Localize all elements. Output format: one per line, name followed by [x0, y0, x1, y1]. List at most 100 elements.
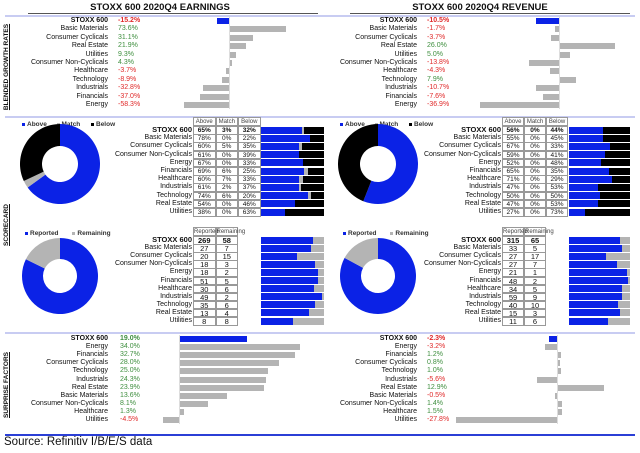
growth-bar — [542, 93, 559, 100]
growth-value: -7.6% — [427, 92, 446, 100]
reported-row-label: Industrials — [160, 292, 192, 300]
beat-row-label: Energy — [478, 158, 501, 166]
surprise-bar — [179, 376, 266, 383]
growth-bar — [229, 26, 287, 33]
beat-stacked-bar — [308, 167, 324, 175]
title-underline — [350, 13, 630, 14]
beat-stacked-bar — [609, 142, 630, 151]
reported-stacked-bar — [569, 268, 628, 276]
reported-stacked-bar — [261, 293, 322, 301]
reported-donut-slice — [340, 238, 416, 314]
reported-row-label: Technology — [465, 300, 501, 308]
growth-axis — [559, 17, 560, 110]
reported-row-label: STOXX 600 — [152, 235, 192, 244]
reported-stacked-bar — [569, 277, 628, 285]
surprise-label: Energy — [85, 343, 108, 351]
reported-cell: 11 — [502, 317, 524, 326]
legend-swatch — [25, 232, 28, 235]
beat-stacked-bar — [261, 151, 300, 159]
beat-stacked-bar — [597, 183, 630, 192]
growth-bar — [549, 68, 559, 75]
beat-row-label: Healthcare — [158, 175, 192, 183]
section-label-scorecard: SCORECARD — [3, 204, 10, 246]
panel-title: STOXX 600 2020Q4 EARNINGS — [90, 2, 230, 13]
growth-value: -4.3% — [427, 67, 446, 75]
beat-stacked-bar — [569, 134, 603, 142]
growth-bar — [229, 43, 247, 50]
legend-label: Match — [379, 121, 399, 128]
beat-stacked-bar — [569, 159, 601, 167]
surprise-bar — [179, 384, 265, 391]
reported-row-label: Technology — [156, 300, 192, 308]
reported-row-label: Energy — [478, 268, 501, 276]
growth-value: 31.1% — [118, 33, 138, 41]
reported-stacked-bar — [317, 268, 324, 276]
beat-stacked-bar — [301, 126, 304, 134]
growth-label: Basic Materials — [60, 25, 108, 33]
surprise-bar — [536, 376, 557, 383]
surprise-value: 25.0% — [120, 367, 140, 375]
title-underline — [28, 13, 318, 14]
reported-stacked-bar — [627, 277, 630, 285]
reported-stacked-bar — [261, 268, 318, 276]
growth-value: 9.3% — [118, 50, 134, 58]
reported-stacked-bar — [622, 285, 630, 293]
legend-label: Above — [345, 121, 365, 128]
growth-label: Basic Materials — [369, 25, 417, 33]
growth-bar — [555, 26, 559, 33]
reported-donut-slice — [25, 238, 60, 269]
reported-stacked-bar — [292, 317, 324, 325]
beat-row-label: Consumer Cyclicals — [130, 142, 192, 150]
divider-surprise — [5, 332, 635, 334]
growth-value: -32.8% — [118, 84, 141, 92]
reported-stacked-bar — [627, 268, 630, 276]
growth-value: -13.8% — [427, 59, 450, 66]
reported-row-label: STOXX 600 — [461, 235, 501, 244]
surprise-value: 8.1% — [120, 399, 136, 407]
beat-stacked-bar — [599, 192, 630, 200]
legend-swatch — [72, 232, 76, 235]
growth-label: STOXX 600 — [379, 17, 417, 24]
growth-bar — [203, 85, 229, 92]
surprise-label: Real Estate — [71, 383, 108, 391]
reported-stacked-bar — [261, 244, 312, 252]
beat-stacked-bar — [585, 208, 630, 216]
reported-donut — [340, 238, 416, 314]
reported-row-label: Energy — [169, 268, 192, 276]
reported-header: Remaining — [215, 227, 246, 236]
reported-stacked-bar — [569, 285, 623, 293]
surprise-label: Financials — [76, 351, 108, 359]
surprise-label: Technology — [381, 367, 417, 375]
surprise-value: 13.6% — [120, 391, 140, 399]
legend-label: Below — [414, 121, 434, 128]
growth-value: -15.2% — [118, 17, 141, 24]
beat-row-label: Basic Materials — [144, 134, 192, 142]
beat-cell: 27% — [502, 208, 524, 217]
reported-stacked-bar — [309, 309, 324, 317]
growth-value: -3.7% — [118, 67, 137, 75]
reported-cell: 6 — [524, 317, 546, 326]
beat-cell: 73% — [546, 208, 568, 217]
beat-donut-slice — [20, 124, 61, 182]
surprise-value: 12.9% — [427, 383, 447, 391]
beat-row-label: Consumer Non-Cyclicals — [114, 150, 192, 158]
surprise-label: Industrials — [385, 375, 417, 383]
growth-label: Consumer Non-Cyclicals — [339, 59, 417, 66]
legend-swatch — [390, 232, 394, 235]
surprise-value: -0.5% — [427, 391, 446, 399]
legend-label: Reported — [30, 230, 59, 237]
growth-value: -3.7% — [427, 33, 446, 41]
growth-value: 4.3% — [118, 59, 134, 66]
reported-stacked-bar — [569, 301, 618, 309]
reported-stacked-bar — [569, 293, 622, 301]
growth-label: Real Estate — [380, 42, 417, 50]
surprise-label: Financials — [385, 351, 417, 359]
beat-stacked-bar — [261, 208, 285, 216]
legend-label: Below — [96, 121, 116, 128]
beat-stacked-bar — [298, 175, 304, 183]
reported-row-label: Utilities — [169, 317, 192, 324]
surprise-label: Technology — [72, 367, 108, 375]
surprise-axis — [179, 335, 180, 425]
surprise-value: -3.2% — [427, 343, 446, 351]
surprise-bar — [557, 400, 563, 407]
